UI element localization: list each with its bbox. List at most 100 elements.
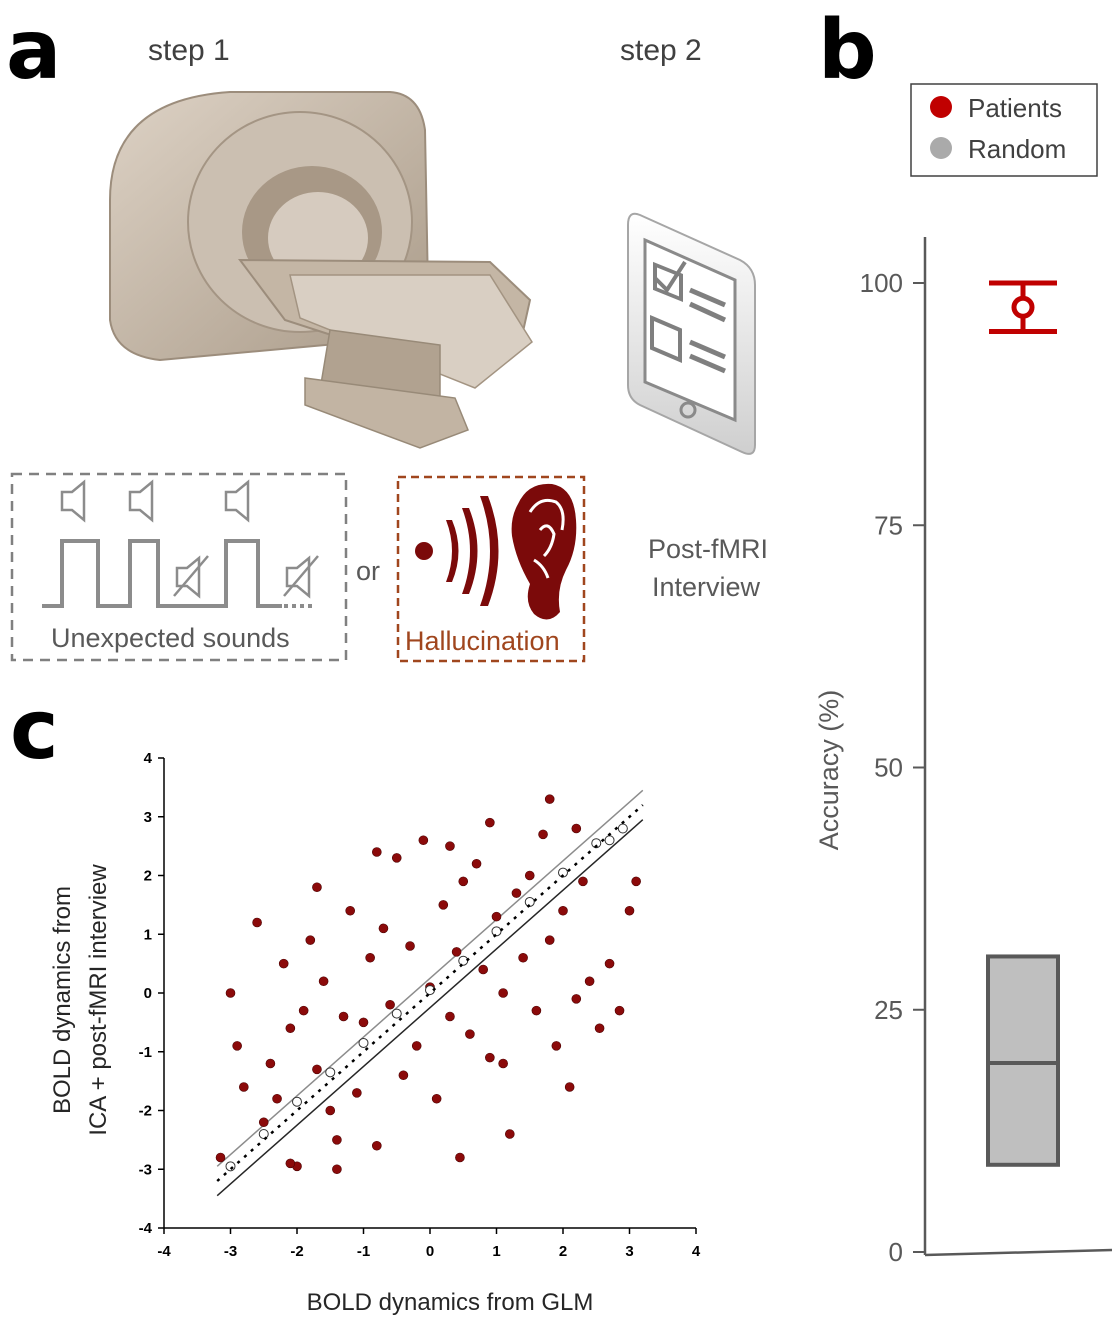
x-tick-label: -4 bbox=[157, 1243, 171, 1260]
data-point bbox=[306, 936, 315, 945]
data-point bbox=[492, 912, 501, 921]
data-point bbox=[326, 1106, 335, 1115]
y-tick-label: 0 bbox=[144, 985, 152, 1002]
sound-waves-icon bbox=[415, 496, 499, 606]
y-tick-label: -3 bbox=[139, 1161, 152, 1178]
y-tick-label: 100 bbox=[860, 268, 903, 298]
x-tick-label: -1 bbox=[357, 1243, 370, 1260]
panel-a: a step 1 step 2 bbox=[6, 3, 768, 661]
data-point bbox=[339, 1012, 348, 1021]
legend-label-random: Random bbox=[968, 134, 1066, 164]
data-point bbox=[372, 848, 381, 857]
y-tick-label: 75 bbox=[874, 510, 903, 540]
panel-b-letter: b bbox=[818, 3, 877, 98]
data-point bbox=[632, 877, 641, 886]
data-point bbox=[499, 1059, 508, 1068]
data-point bbox=[455, 1153, 464, 1162]
data-point bbox=[359, 1018, 368, 1027]
x-axis-title: BOLD dynamics from GLM bbox=[307, 1289, 594, 1316]
data-point bbox=[545, 795, 554, 804]
stimulus-waveform bbox=[42, 541, 282, 606]
data-point bbox=[286, 1024, 295, 1033]
data-point bbox=[239, 1083, 248, 1092]
data-point bbox=[512, 889, 521, 898]
panel-a-letter: a bbox=[6, 3, 61, 98]
interview-label-line1: Post-fMRI bbox=[648, 534, 768, 564]
data-point bbox=[585, 977, 594, 986]
data-point bbox=[459, 877, 468, 886]
x-tick-label: 3 bbox=[625, 1243, 633, 1260]
data-point bbox=[572, 994, 581, 1003]
data-point bbox=[445, 842, 454, 851]
data-point bbox=[439, 900, 448, 909]
y-tick-label: -4 bbox=[139, 1220, 153, 1237]
step2-label: step 2 bbox=[620, 34, 702, 67]
data-point bbox=[419, 836, 428, 845]
y-tick-label: 2 bbox=[144, 868, 152, 885]
data-point bbox=[379, 924, 388, 933]
data-point bbox=[499, 989, 508, 998]
data-point bbox=[559, 906, 568, 915]
confidence-upper-line bbox=[217, 790, 643, 1166]
panel-b: b Patients Random 0255075100Accuracy (%) bbox=[814, 3, 1112, 1267]
fitted-point bbox=[492, 927, 501, 936]
data-point bbox=[525, 871, 534, 880]
y-axis-title-line1: BOLD dynamics from bbox=[49, 886, 76, 1114]
fitted-point bbox=[459, 956, 468, 965]
muted-speaker-icon bbox=[174, 556, 318, 596]
data-point bbox=[625, 906, 634, 915]
accuracy-chart: 0 25 50 75 100 Accuracy (%) bbox=[814, 237, 1112, 1267]
data-point bbox=[452, 947, 461, 956]
data-point bbox=[233, 1041, 242, 1050]
data-point bbox=[253, 918, 262, 927]
fitted-point bbox=[359, 1038, 368, 1047]
data-point bbox=[595, 1024, 604, 1033]
unexpected-sounds-label: Unexpected sounds bbox=[51, 623, 290, 653]
fitted-point bbox=[293, 1097, 302, 1106]
data-point bbox=[406, 942, 415, 951]
x-tick-label: 1 bbox=[492, 1243, 500, 1260]
y-tick-label: 50 bbox=[874, 753, 903, 783]
data-point bbox=[332, 1165, 341, 1174]
data-point bbox=[445, 1012, 454, 1021]
y-tick-label: 0 bbox=[889, 1237, 903, 1267]
tablet-icon bbox=[628, 214, 755, 454]
fitted-point bbox=[618, 824, 627, 833]
ear-icon bbox=[512, 484, 577, 620]
data-point bbox=[216, 1153, 225, 1162]
y-tick-label: -1 bbox=[139, 1044, 152, 1061]
y-tick-label: 4 bbox=[144, 750, 153, 767]
panel-c: c 4 3 2 1 0 -1 -2 -3 -4-4 -3 -2 -1 0 1 2 3 4 BOLD dynamic… bbox=[10, 683, 701, 1316]
data-point bbox=[485, 818, 494, 827]
data-point bbox=[312, 883, 321, 892]
data-point bbox=[372, 1141, 381, 1150]
y-tick-label: 1 bbox=[144, 926, 152, 943]
patients-mean-point bbox=[1014, 298, 1032, 316]
data-point bbox=[299, 1006, 308, 1015]
data-point bbox=[485, 1053, 494, 1062]
fitted-point bbox=[605, 836, 614, 845]
data-point bbox=[519, 953, 528, 962]
data-point bbox=[259, 1118, 268, 1127]
bold-scatter-chart: 43210-1-2-3-4-4 -3 -2 -1 0 1 2 3 4BOLD dynamics … bbox=[49, 750, 701, 1316]
data-point bbox=[505, 1130, 514, 1139]
panel-c-letter: c bbox=[10, 683, 59, 778]
random-box bbox=[988, 956, 1058, 1164]
data-point bbox=[412, 1041, 421, 1050]
data-point bbox=[352, 1088, 361, 1097]
data-point bbox=[332, 1135, 341, 1144]
data-point bbox=[552, 1041, 561, 1050]
data-point bbox=[399, 1071, 408, 1080]
data-point bbox=[312, 1065, 321, 1074]
x-tick-label: -3 bbox=[224, 1243, 237, 1260]
data-point bbox=[539, 830, 548, 839]
y-tick-label: 25 bbox=[874, 995, 903, 1025]
y-axis-title-line2: ICA + post-fMRI interview bbox=[85, 864, 112, 1136]
data-point bbox=[266, 1059, 275, 1068]
fitted-point bbox=[392, 1009, 401, 1018]
data-point bbox=[472, 859, 481, 868]
y-axis-title: Accuracy (%) bbox=[814, 690, 844, 851]
x-tick-label: 2 bbox=[559, 1243, 567, 1260]
data-point bbox=[578, 877, 587, 886]
x-tick-label: 4 bbox=[692, 1243, 701, 1260]
